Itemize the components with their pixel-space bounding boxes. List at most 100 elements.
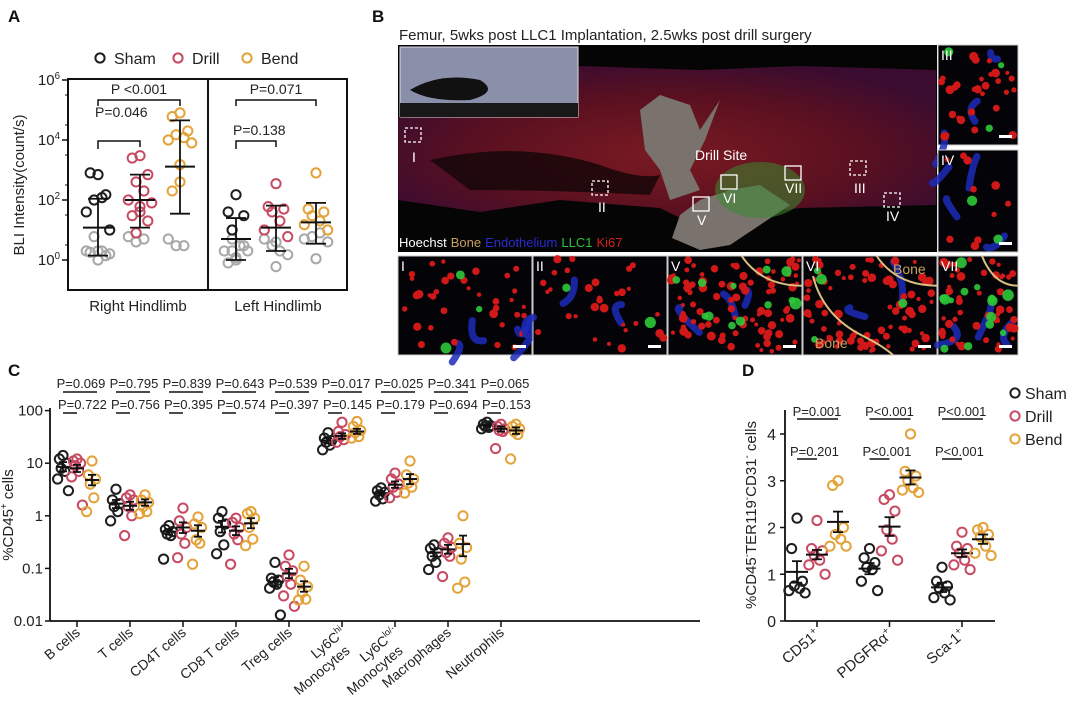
ki67-nucleus <box>1010 336 1015 341</box>
ki67-nucleus <box>698 322 706 330</box>
ki67-nucleus <box>727 305 736 313</box>
ki67-nucleus <box>770 287 776 294</box>
ki67-nucleus <box>804 278 813 288</box>
ki67-nucleus <box>907 290 916 299</box>
ki67-nucleus <box>690 318 697 325</box>
subpanel-I: I <box>397 255 537 366</box>
data-point-drill <box>490 442 502 455</box>
data-point-bend <box>904 428 917 440</box>
data-point-sham <box>939 587 951 599</box>
p-value-label-bend: P=0.539 <box>269 376 318 391</box>
channel-ki67: Ki67 <box>596 235 622 250</box>
region-label-VI: VI <box>723 190 736 206</box>
panel-b-title: Femur, 5wks post LLC1 Implantation, 2.5w… <box>399 27 812 44</box>
llc1-cell <box>762 265 771 274</box>
legend-marker-sham <box>1009 387 1021 399</box>
data-point-bend <box>310 167 322 179</box>
ki67-nucleus <box>970 241 980 251</box>
y-tick-label: 106 <box>38 71 60 89</box>
ki67-nucleus <box>427 293 432 298</box>
p-value-label-drill: P<0.001 <box>863 444 912 459</box>
data-point-drill <box>811 514 823 527</box>
data-point-drill <box>956 526 968 538</box>
data-point-bend <box>969 547 981 559</box>
data-point-drill <box>886 533 898 545</box>
data-point-drill <box>875 545 888 557</box>
data-point-sham <box>222 206 234 218</box>
chart-d-stromal: 0 1 2 3 4 %CD45-TER119-CD31- cells Sham Drill Be… <box>742 386 1067 682</box>
data-point-drill <box>66 471 78 483</box>
ki67-nucleus <box>841 276 846 281</box>
ki67-nucleus <box>413 322 422 331</box>
ki67-nucleus <box>655 312 660 317</box>
significance-bracket <box>97 99 181 106</box>
bone-outline <box>740 255 803 287</box>
llc1-cell <box>764 301 772 309</box>
ki67-nucleus <box>655 328 664 338</box>
ki67-nucleus <box>514 311 521 318</box>
ki67-nucleus <box>521 312 527 319</box>
data-point-bend <box>840 540 852 552</box>
p-value-label-drill: P=0.574 <box>217 397 266 412</box>
data-point-sham <box>786 542 798 555</box>
ki67-nucleus <box>684 267 690 273</box>
ki67-nucleus <box>718 280 726 288</box>
ki67-nucleus <box>980 91 985 97</box>
ki67-nucleus <box>991 68 1000 78</box>
ki67-nucleus <box>995 318 1001 324</box>
data-point-drill <box>948 559 960 571</box>
data-point-bend <box>81 506 93 518</box>
ki67-nucleus <box>989 258 996 265</box>
llc1-cell <box>898 298 908 308</box>
x-category-label: Right Hindlimb <box>89 298 187 315</box>
data-point-bend <box>196 521 208 534</box>
data-point-sham <box>264 582 276 594</box>
p-value-label-bend: P=0.017 <box>322 376 371 391</box>
p-value-label-drill: P=0.722 <box>58 397 107 412</box>
bone-outline <box>812 275 894 356</box>
data-point-bend <box>298 219 310 231</box>
llc1-cell <box>955 257 967 269</box>
data-point-bend <box>298 560 310 572</box>
data-point-drill <box>814 554 826 566</box>
data-point-drill <box>128 494 140 506</box>
ki67-nucleus <box>921 333 930 343</box>
ki67-nucleus <box>919 331 925 336</box>
ki67-nucleus <box>623 328 628 333</box>
ki67-nucleus <box>769 348 775 354</box>
ki67-nucleus <box>786 258 795 267</box>
ki67-nucleus <box>967 257 973 263</box>
data-point-bend <box>455 553 467 565</box>
data-point-bend <box>355 424 367 437</box>
ki67-nucleus <box>512 288 518 294</box>
region-label-IV: IV <box>886 208 900 224</box>
data-point-below-threshold <box>162 233 174 245</box>
significance-bracket <box>97 140 141 149</box>
ki67-nucleus <box>863 344 869 351</box>
ki67-nucleus <box>902 315 908 321</box>
data-point-bend <box>899 465 911 477</box>
legend-marker-bend <box>1009 433 1021 445</box>
data-point-drill <box>278 590 290 602</box>
ki67-nucleus <box>952 316 958 322</box>
ki67-nucleus <box>629 262 636 269</box>
endothelium-vessel <box>844 304 869 321</box>
data-point-drill <box>142 215 154 227</box>
ki67-nucleus <box>820 339 826 345</box>
data-point-bend <box>985 549 997 562</box>
ki67-nucleus <box>792 339 798 345</box>
ki67-nucleus <box>1010 316 1018 324</box>
scale-bar <box>918 345 931 348</box>
data-point-drill <box>179 537 191 549</box>
panel-label-d: D <box>742 361 754 380</box>
llc1-cell <box>985 124 993 132</box>
data-point-below-threshold <box>178 240 190 252</box>
ki67-nucleus <box>592 337 598 342</box>
p-value-label-bend: P=0.065 <box>481 376 530 391</box>
channel-llc1: LLC1 <box>561 235 592 250</box>
drill-site-label: Drill Site <box>695 147 747 163</box>
region-label-III: III <box>854 180 866 196</box>
channel-bone: Bone <box>451 235 481 250</box>
